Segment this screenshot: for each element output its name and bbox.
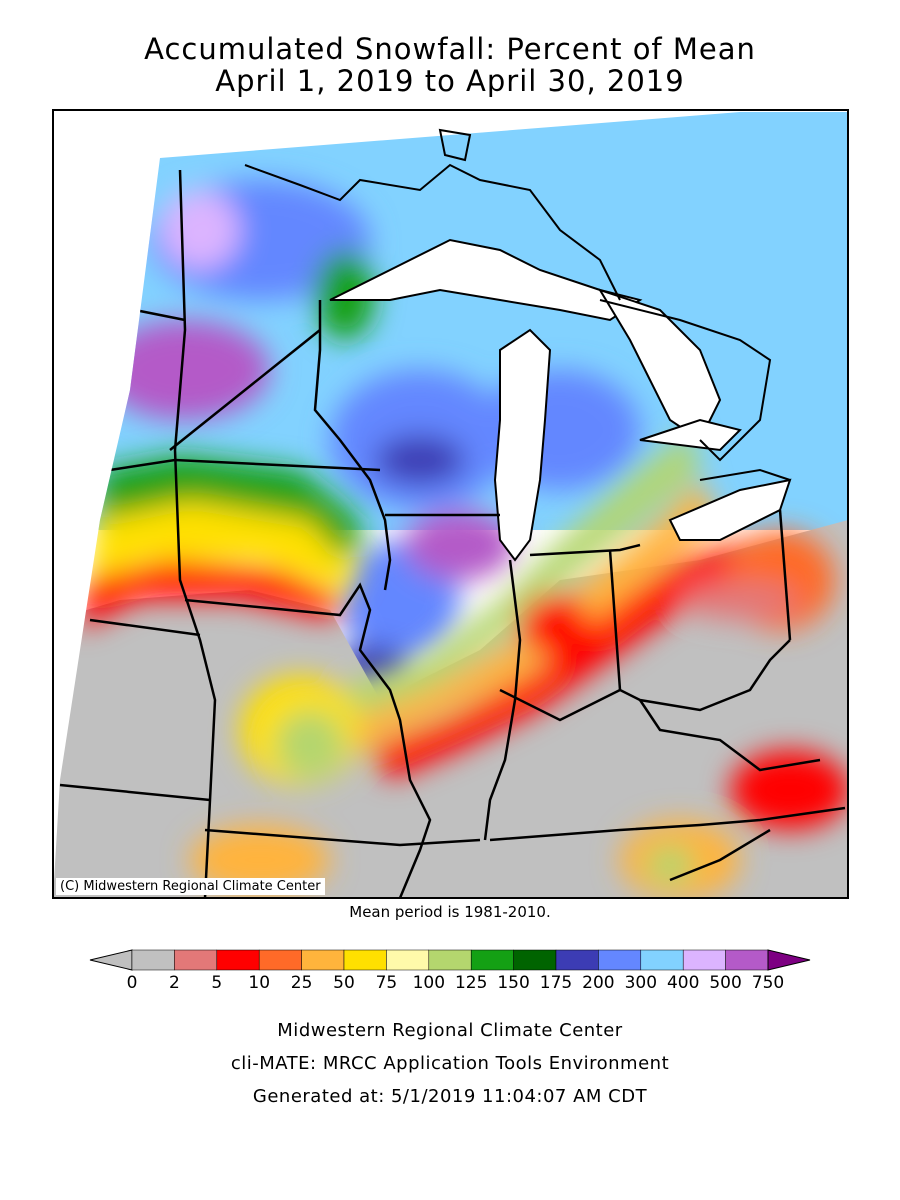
legend-tick-label: 50 bbox=[333, 973, 355, 993]
legend-tick-label: 750 bbox=[752, 973, 784, 993]
legend-swatch bbox=[682, 949, 726, 971]
legend-tick-label: 2 bbox=[169, 973, 180, 993]
great-lakes bbox=[329, 238, 792, 562]
legend-tick-label: 10 bbox=[248, 973, 270, 993]
legend-tick-label: 125 bbox=[455, 973, 487, 993]
legend-swatch bbox=[301, 949, 345, 971]
legend-arrow-high bbox=[767, 949, 811, 971]
legend-swatch bbox=[131, 949, 175, 971]
legend-tick-label: 500 bbox=[709, 973, 741, 993]
copyright-label: (C) Midwestern Regional Climate Center bbox=[56, 878, 325, 895]
legend-swatch bbox=[513, 949, 557, 971]
legend-tick-label: 400 bbox=[667, 973, 699, 993]
footer-application: cli-MATE: MRCC Application Tools Environ… bbox=[230, 1053, 670, 1074]
legend-swatch bbox=[386, 949, 430, 971]
legend-swatch bbox=[470, 949, 514, 971]
footer-generated-at: Generated at: 5/1/2019 11:04:07 AM CDT bbox=[252, 1086, 648, 1107]
legend-arrow-low bbox=[89, 949, 133, 971]
coastlines bbox=[244, 128, 791, 481]
color-legend: 0 2 5 10 25 50 75 100 125 150 175 200 300 400 500 750 bbox=[89, 949, 811, 993]
legend-swatch bbox=[343, 949, 387, 971]
legend-tick-label: 200 bbox=[582, 973, 614, 993]
state-boundaries bbox=[59, 169, 846, 898]
map-frame bbox=[52, 109, 849, 899]
legend-swatch bbox=[640, 949, 684, 971]
legend-tick-label: 0 bbox=[127, 973, 138, 993]
legend-tick-label: 300 bbox=[625, 973, 657, 993]
legend-swatch bbox=[216, 949, 260, 971]
legend-tick-label: 175 bbox=[540, 973, 572, 993]
legend-tick-label: 100 bbox=[413, 973, 445, 993]
mean-period-note: Mean period is 1981-2010. bbox=[349, 903, 551, 921]
legend-swatch bbox=[174, 949, 218, 971]
footer-center-name: Midwestern Regional Climate Center bbox=[277, 1020, 623, 1041]
legend-tick-label: 150 bbox=[497, 973, 529, 993]
legend-swatch bbox=[555, 949, 599, 971]
legend-tick-label: 5 bbox=[211, 973, 222, 993]
legend-swatch bbox=[598, 949, 642, 971]
legend-swatch bbox=[428, 949, 472, 971]
legend-swatch bbox=[258, 949, 302, 971]
map-date-range: April 1, 2019 to April 30, 2019 bbox=[215, 64, 685, 98]
legend-swatch bbox=[725, 949, 769, 971]
legend-tick-label: 75 bbox=[376, 973, 398, 993]
legend-tick-label: 25 bbox=[291, 973, 313, 993]
snowfall-contours bbox=[53, 112, 848, 898]
map-title: Accumulated Snowfall: Percent of Mean bbox=[144, 32, 756, 66]
